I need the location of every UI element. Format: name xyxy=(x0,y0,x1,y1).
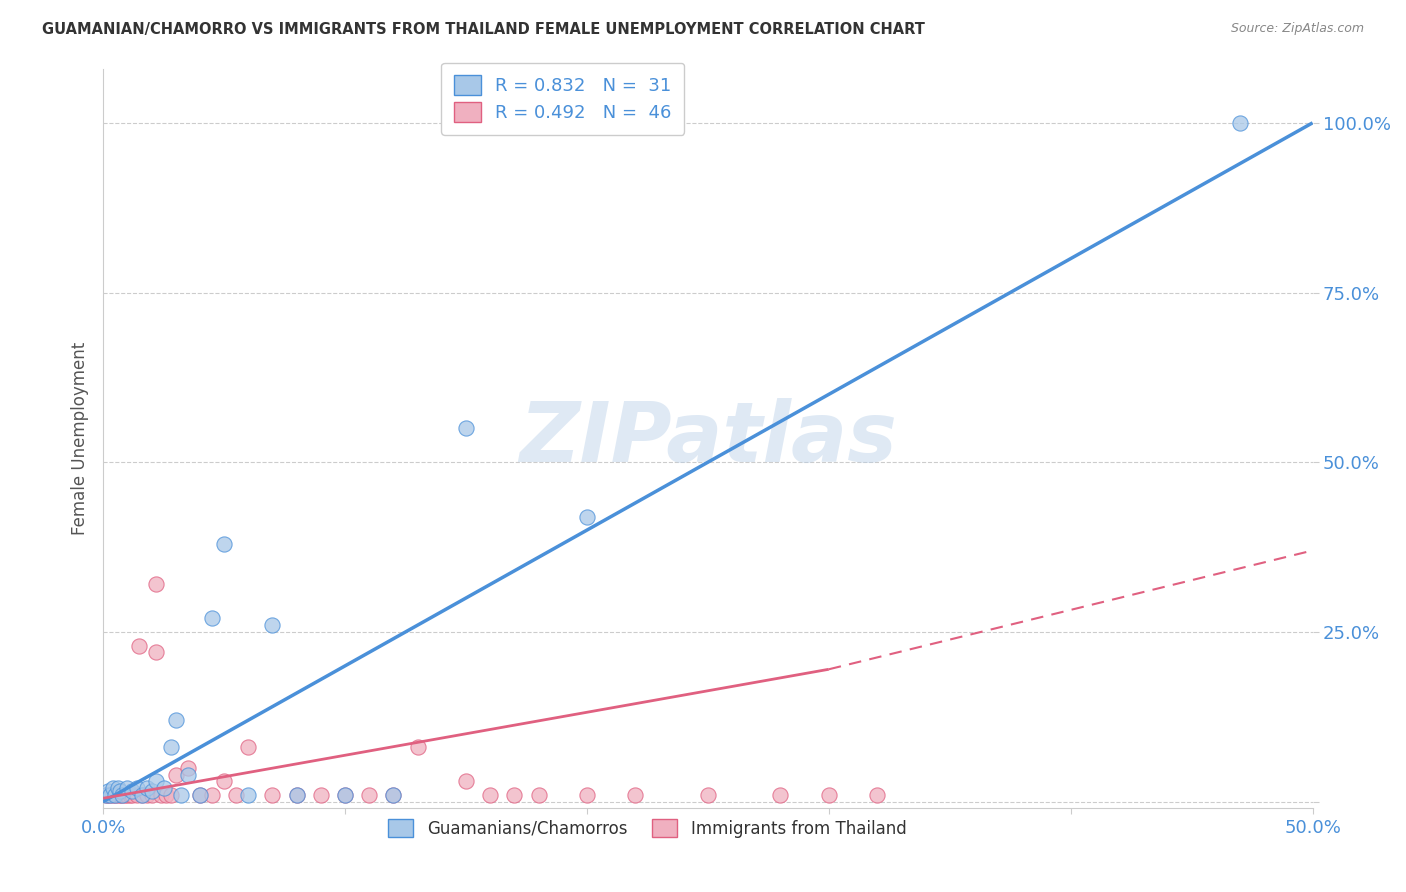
Point xyxy=(188,788,211,802)
Point xyxy=(201,788,224,802)
Point xyxy=(160,788,183,802)
Point xyxy=(1229,116,1251,130)
Point xyxy=(100,788,122,802)
Point xyxy=(128,639,150,653)
Point xyxy=(100,788,122,802)
Point xyxy=(212,537,235,551)
Point xyxy=(406,740,429,755)
Point xyxy=(624,788,647,802)
Point xyxy=(212,774,235,789)
Point xyxy=(97,788,120,802)
Point xyxy=(262,788,284,802)
Point xyxy=(152,780,174,795)
Y-axis label: Female Unemployment: Female Unemployment xyxy=(72,342,89,535)
Point xyxy=(141,784,163,798)
Text: ZIPatlas: ZIPatlas xyxy=(519,398,897,479)
Point xyxy=(118,788,141,802)
Point xyxy=(131,788,153,802)
Point xyxy=(527,788,550,802)
Point xyxy=(238,740,260,755)
Point xyxy=(117,780,139,795)
Point xyxy=(121,788,143,802)
Point xyxy=(454,421,477,435)
Point xyxy=(177,761,200,775)
Point xyxy=(160,740,183,755)
Point xyxy=(503,788,526,802)
Point xyxy=(141,788,163,802)
Point xyxy=(575,788,598,802)
Point xyxy=(382,788,405,802)
Point xyxy=(121,784,143,798)
Point xyxy=(94,788,117,802)
Point xyxy=(135,780,157,795)
Legend: Guamanians/Chamorros, Immigrants from Thailand: Guamanians/Chamorros, Immigrants from Th… xyxy=(382,813,912,845)
Point xyxy=(94,788,117,802)
Point xyxy=(135,788,157,802)
Point xyxy=(117,788,139,802)
Point xyxy=(104,788,127,802)
Point xyxy=(111,788,134,802)
Point xyxy=(225,788,247,802)
Point xyxy=(101,780,124,795)
Point xyxy=(104,788,127,802)
Point xyxy=(108,788,131,802)
Point xyxy=(169,788,191,802)
Point xyxy=(285,788,308,802)
Point xyxy=(309,788,332,802)
Point xyxy=(155,788,177,802)
Point xyxy=(769,788,792,802)
Point xyxy=(696,788,718,802)
Point xyxy=(479,788,502,802)
Point xyxy=(333,788,356,802)
Point xyxy=(97,784,120,798)
Point xyxy=(188,788,211,802)
Text: Source: ZipAtlas.com: Source: ZipAtlas.com xyxy=(1230,22,1364,36)
Point xyxy=(201,611,224,625)
Point xyxy=(454,774,477,789)
Point xyxy=(382,788,405,802)
Point xyxy=(238,788,260,802)
Point xyxy=(866,788,889,802)
Point xyxy=(101,788,124,802)
Point xyxy=(145,645,167,659)
Point xyxy=(114,788,136,802)
Point xyxy=(107,780,129,795)
Point xyxy=(359,788,381,802)
Point xyxy=(285,788,308,802)
Point xyxy=(145,577,167,591)
Point xyxy=(177,767,200,781)
Point xyxy=(131,788,153,802)
Point xyxy=(125,788,148,802)
Point xyxy=(817,788,839,802)
Point xyxy=(145,774,167,789)
Point xyxy=(165,767,187,781)
Point xyxy=(575,509,598,524)
Text: GUAMANIAN/CHAMORRO VS IMMIGRANTS FROM THAILAND FEMALE UNEMPLOYMENT CORRELATION C: GUAMANIAN/CHAMORRO VS IMMIGRANTS FROM TH… xyxy=(42,22,925,37)
Point xyxy=(333,788,356,802)
Point xyxy=(107,788,129,802)
Point xyxy=(150,788,173,802)
Point xyxy=(108,784,131,798)
Point xyxy=(125,780,148,795)
Point xyxy=(262,618,284,632)
Point xyxy=(165,713,187,727)
Point xyxy=(111,788,134,802)
